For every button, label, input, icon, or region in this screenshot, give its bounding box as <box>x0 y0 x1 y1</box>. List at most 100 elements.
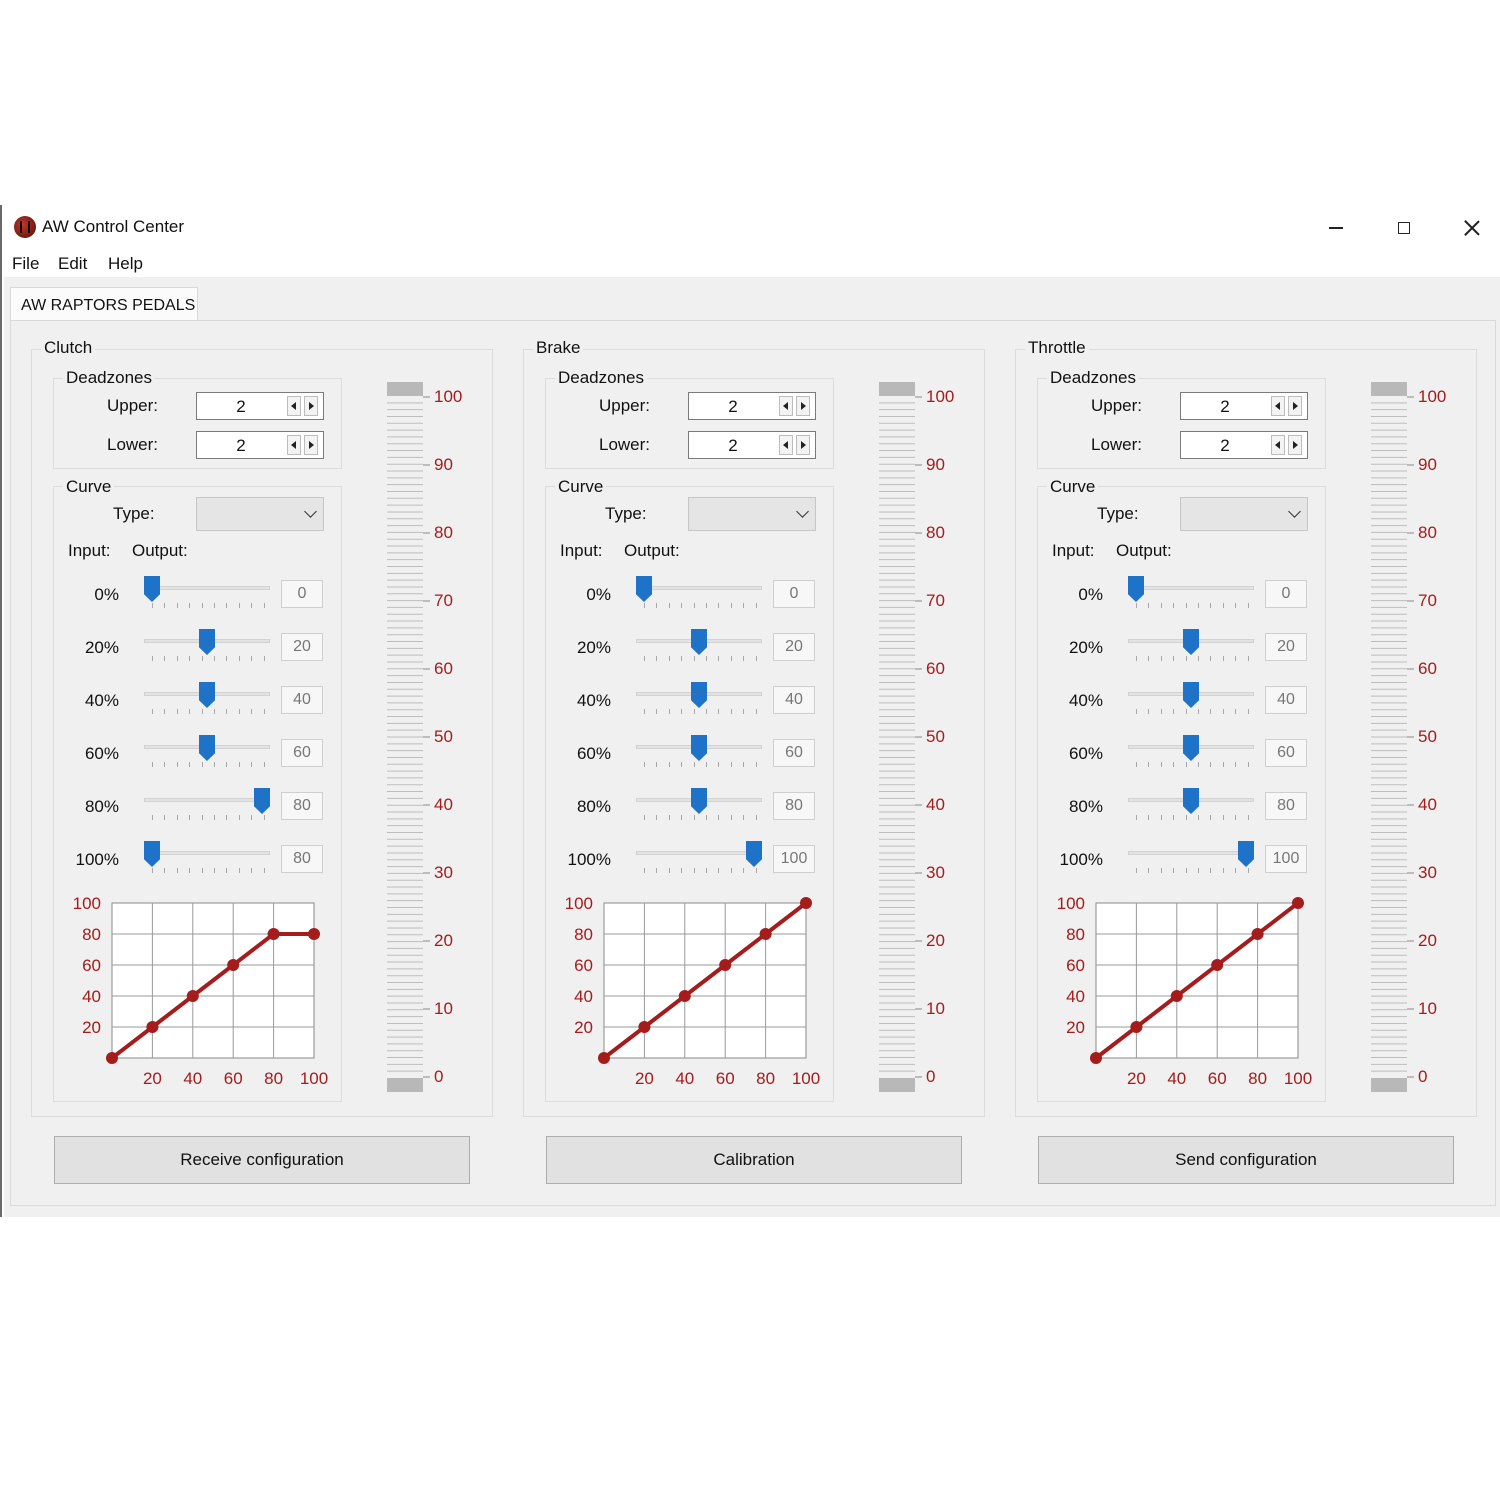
brake-curve-slider-thumb[interactable] <box>691 735 707 761</box>
level-scale-label: 80 <box>1418 523 1437 542</box>
throttle-curve-slider-track[interactable] <box>1128 851 1254 855</box>
slider-tick <box>644 868 645 873</box>
clutch-deadzone-upper-input[interactable]: 2 <box>196 392 324 420</box>
menu-edit[interactable]: Edit <box>58 254 88 273</box>
spin-left-arrow-icon[interactable] <box>287 435 301 455</box>
level-bar-top-cap <box>387 382 423 396</box>
throttle-curve-slider-thumb[interactable] <box>1183 629 1199 655</box>
menu-file[interactable]: File <box>12 254 40 273</box>
brake-curve-slider-track[interactable] <box>636 586 762 590</box>
slider-tick <box>743 815 745 820</box>
chevron-down-icon <box>304 505 317 518</box>
clutch-curve-slider-thumb[interactable] <box>144 841 160 867</box>
spin-right-arrow-icon[interactable] <box>796 435 810 455</box>
spin-left-arrow-icon[interactable] <box>1271 435 1285 455</box>
spin-right-arrow-icon[interactable] <box>304 435 318 455</box>
chart-x-tick-label: 80 <box>1248 1069 1267 1088</box>
clutch-curve-type-select[interactable] <box>196 497 324 531</box>
throttle-curve-slider-thumb[interactable] <box>1238 841 1254 867</box>
menu-help[interactable]: Help <box>108 254 143 273</box>
clutch-curve-slider-thumb[interactable] <box>199 629 215 655</box>
brake-output-value-box: 100 <box>773 845 815 873</box>
brake-curve-type-select[interactable] <box>688 497 816 531</box>
throttle-curve-slider-thumb[interactable] <box>1183 788 1199 814</box>
clutch-type-label: Type: <box>113 504 155 523</box>
slider-tick <box>176 603 178 608</box>
chart-y-tick-label: 60 <box>574 956 593 975</box>
slider-tick <box>656 656 658 661</box>
chart-y-tick-label: 40 <box>1066 987 1085 1006</box>
brake-curve-slider-thumb[interactable] <box>746 841 762 867</box>
tab-aw-raptors-pedals[interactable]: AW RAPTORS PEDALS <box>10 287 198 323</box>
spin-right-arrow-icon[interactable] <box>304 396 318 416</box>
slider-tick <box>201 709 203 714</box>
slider-tick <box>718 868 720 873</box>
slider-tick <box>1160 709 1162 714</box>
close-button[interactable] <box>1438 207 1500 249</box>
brake-deadzone-upper-input[interactable]: 2 <box>688 392 816 420</box>
clutch-deadzone-lower-input[interactable]: 2 <box>196 431 324 459</box>
slider-tick <box>644 603 645 608</box>
throttle-deadzone-upper-input[interactable]: 2 <box>1180 392 1308 420</box>
spin-left-arrow-icon[interactable] <box>1271 396 1285 416</box>
throttle-curve-label: Curve <box>1047 478 1099 496</box>
slider-tick <box>201 656 203 661</box>
spin-left-arrow-icon[interactable] <box>779 435 793 455</box>
clutch-curve-slider-thumb[interactable] <box>144 576 160 602</box>
send-configuration-button[interactable]: Send configuration <box>1038 1136 1454 1184</box>
clutch-curve-slider-thumb[interactable] <box>254 788 270 814</box>
slider-tick <box>681 815 683 820</box>
receive-configuration-button[interactable]: Receive configuration <box>54 1136 470 1184</box>
maximize-button[interactable] <box>1370 207 1438 249</box>
spin-left-arrow-icon[interactable] <box>779 396 793 416</box>
calibration-button[interactable]: Calibration <box>546 1136 962 1184</box>
throttle-curve-slider-track[interactable] <box>1128 586 1254 590</box>
slider-tick <box>176 709 178 714</box>
throttle-curve-slider-thumb[interactable] <box>1183 735 1199 761</box>
spin-right-arrow-icon[interactable] <box>796 396 810 416</box>
brake-curve-slider-thumb[interactable] <box>691 629 707 655</box>
level-bar-bottom-cap <box>879 1078 915 1092</box>
slider-tick <box>743 762 745 767</box>
slider-tick <box>1148 656 1150 661</box>
slider-tick <box>1235 603 1237 608</box>
chart-y-tick-label: 20 <box>1066 1018 1085 1037</box>
brake-curve-slider-thumb[interactable] <box>691 682 707 708</box>
brake-deadzone-lower-input[interactable]: 2 <box>688 431 816 459</box>
spin-right-arrow-icon[interactable] <box>1288 435 1302 455</box>
slider-tick <box>1198 656 1199 661</box>
slider-tick <box>226 603 228 608</box>
brake-curve-slider-thumb[interactable] <box>691 788 707 814</box>
clutch-curve-slider-thumb[interactable] <box>199 735 215 761</box>
title-bar[interactable]: AW Control Center <box>0 205 1500 249</box>
slider-tick <box>1136 868 1137 873</box>
clutch-curve-slider-thumb[interactable] <box>199 682 215 708</box>
slider-tick <box>201 762 203 767</box>
brake-output-value-box: 0 <box>773 580 815 608</box>
slider-tick <box>1185 709 1187 714</box>
brake-curve-slider-track[interactable] <box>636 851 762 855</box>
clutch-curve-slider-track[interactable] <box>144 851 270 855</box>
brake-curve-slider-thumb[interactable] <box>636 576 652 602</box>
slider-tick <box>1210 815 1212 820</box>
level-scale-label: 100 <box>926 387 954 406</box>
slider-tick <box>1222 815 1224 820</box>
slider-tick <box>1210 603 1212 608</box>
clutch-input-point-label: 100% <box>75 850 119 869</box>
spin-right-arrow-icon[interactable] <box>1288 396 1302 416</box>
slider-tick <box>164 868 166 873</box>
slider-tick <box>226 868 228 873</box>
chart-point <box>106 1052 118 1064</box>
throttle-curve-slider-thumb[interactable] <box>1183 682 1199 708</box>
spin-left-arrow-icon[interactable] <box>287 396 301 416</box>
slider-tick <box>1210 868 1212 873</box>
chart-y-tick-label: 80 <box>82 925 101 944</box>
clutch-curve-slider-track[interactable] <box>144 586 270 590</box>
slider-tick <box>718 815 720 820</box>
throttle-curve-slider-thumb[interactable] <box>1128 576 1144 602</box>
minimize-button[interactable] <box>1302 207 1370 249</box>
throttle-curve-type-select[interactable] <box>1180 497 1308 531</box>
clutch-curve-slider-track[interactable] <box>144 798 270 802</box>
throttle-deadzone-lower-input[interactable]: 2 <box>1180 431 1308 459</box>
slider-tick <box>251 868 253 873</box>
